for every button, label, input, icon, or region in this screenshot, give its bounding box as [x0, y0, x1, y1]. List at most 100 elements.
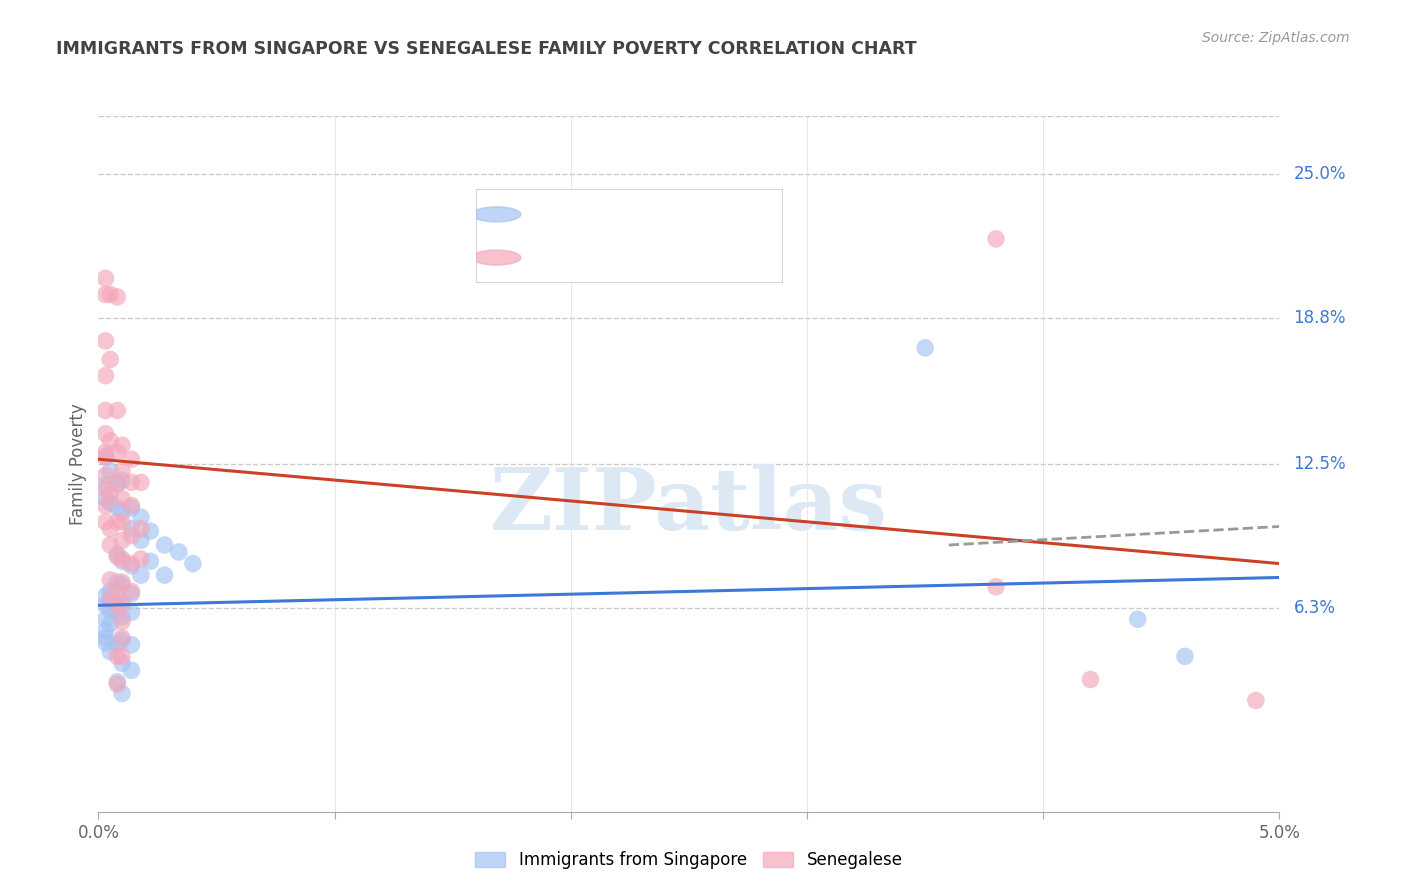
Text: 25.0%: 25.0%	[1294, 165, 1346, 183]
Point	[105, 674, 128, 689]
Point	[98, 584, 121, 599]
Point	[111, 575, 134, 590]
Point	[153, 568, 176, 582]
Point	[129, 522, 152, 536]
Point	[94, 612, 117, 626]
Text: 0.114: 0.114	[568, 201, 621, 219]
Y-axis label: Family Poverty: Family Poverty	[69, 403, 87, 524]
Text: 51: 51	[697, 201, 720, 219]
Point	[94, 468, 117, 483]
Point	[98, 616, 121, 631]
Point	[98, 538, 121, 552]
Point	[111, 593, 134, 607]
Point	[98, 352, 121, 367]
Point	[105, 599, 128, 613]
Point	[121, 663, 143, 677]
Point	[111, 515, 134, 529]
Point	[105, 500, 128, 515]
Point	[111, 649, 134, 664]
Point	[98, 645, 121, 659]
Point	[121, 500, 143, 515]
Text: R =: R =	[523, 201, 553, 219]
Point	[105, 596, 128, 610]
Point	[181, 557, 204, 571]
Point	[984, 580, 1007, 594]
Point	[129, 475, 152, 490]
Point	[105, 445, 128, 459]
Text: 6.3%: 6.3%	[1294, 599, 1336, 616]
Point	[98, 591, 121, 606]
Point	[94, 624, 117, 638]
Point	[105, 515, 128, 529]
Text: Source: ZipAtlas.com: Source: ZipAtlas.com	[1202, 31, 1350, 45]
Point	[98, 522, 121, 536]
Point	[1126, 612, 1149, 626]
Point	[1080, 673, 1102, 687]
Circle shape	[472, 250, 520, 265]
Point	[139, 524, 162, 538]
Point	[94, 287, 117, 301]
Point	[121, 452, 143, 467]
Point	[914, 341, 936, 355]
Point	[105, 677, 128, 691]
Point	[105, 575, 128, 590]
Point	[129, 568, 152, 582]
Point	[121, 584, 143, 599]
Point	[105, 649, 128, 664]
Point	[129, 552, 152, 566]
Point	[111, 686, 134, 700]
Point	[1244, 693, 1267, 707]
Point	[129, 533, 152, 548]
Point	[98, 434, 121, 448]
Point	[105, 603, 128, 617]
Point	[1174, 649, 1197, 664]
Circle shape	[472, 207, 520, 222]
Text: ZIPatlas: ZIPatlas	[489, 464, 889, 548]
Point	[94, 450, 117, 464]
Point	[111, 464, 134, 478]
FancyBboxPatch shape	[477, 189, 783, 283]
Point	[98, 496, 121, 510]
Text: 18.8%: 18.8%	[1294, 309, 1346, 326]
Point	[121, 529, 143, 543]
Point	[94, 477, 117, 491]
Point	[94, 499, 117, 513]
Point	[98, 464, 121, 478]
Point	[105, 549, 128, 564]
Text: N =: N =	[648, 248, 681, 266]
Point	[98, 603, 121, 617]
Point	[94, 271, 117, 285]
Point	[111, 533, 134, 548]
Text: -0.183: -0.183	[568, 248, 628, 266]
Text: 52: 52	[697, 248, 720, 266]
Point	[111, 491, 134, 506]
Point	[94, 631, 117, 645]
Point	[111, 506, 134, 520]
Point	[111, 552, 134, 566]
Point	[94, 491, 117, 506]
Point	[98, 487, 121, 501]
Point	[94, 334, 117, 348]
Point	[139, 554, 162, 568]
Point	[105, 475, 128, 490]
Point	[94, 515, 117, 529]
Legend: Immigrants from Singapore, Senegalese: Immigrants from Singapore, Senegalese	[475, 852, 903, 870]
Point	[984, 232, 1007, 246]
Point	[111, 577, 134, 591]
Point	[111, 473, 134, 487]
Text: N =: N =	[648, 201, 681, 219]
Point	[94, 450, 117, 464]
Text: R =: R =	[523, 248, 553, 266]
Point	[94, 368, 117, 383]
Point	[94, 445, 117, 459]
Point	[94, 599, 117, 613]
Point	[111, 610, 134, 624]
Point	[121, 475, 143, 490]
Point	[94, 426, 117, 441]
Point	[105, 290, 128, 304]
Point	[121, 558, 143, 573]
Point	[153, 538, 176, 552]
Point	[129, 510, 152, 524]
Point	[105, 403, 128, 417]
Text: IMMIGRANTS FROM SINGAPORE VS SENEGALESE FAMILY POVERTY CORRELATION CHART: IMMIGRANTS FROM SINGAPORE VS SENEGALESE …	[56, 40, 917, 58]
